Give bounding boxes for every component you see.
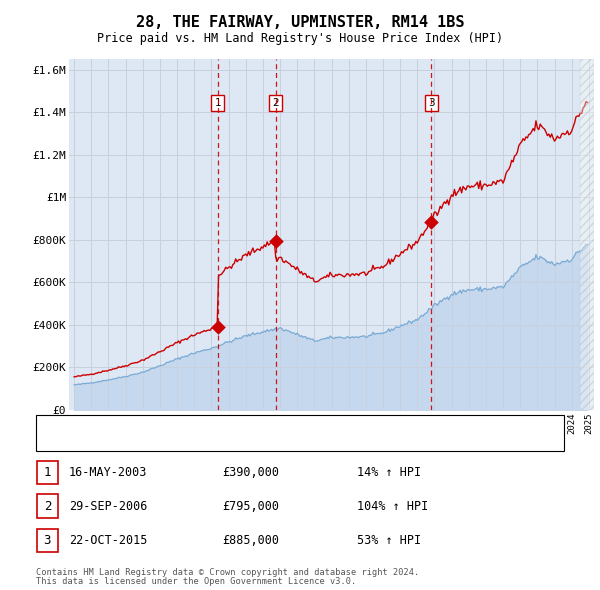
Text: 3: 3 xyxy=(428,98,434,108)
Text: 29-SEP-2006: 29-SEP-2006 xyxy=(69,500,148,513)
FancyBboxPatch shape xyxy=(36,415,564,451)
Text: Price paid vs. HM Land Registry's House Price Index (HPI): Price paid vs. HM Land Registry's House … xyxy=(97,32,503,45)
Text: This data is licensed under the Open Government Licence v3.0.: This data is licensed under the Open Gov… xyxy=(36,578,356,586)
Polygon shape xyxy=(580,59,594,410)
Text: 16-MAY-2003: 16-MAY-2003 xyxy=(69,466,148,479)
Text: 28, THE FAIRWAY, UPMINSTER, RM14 1BS (detached house): 28, THE FAIRWAY, UPMINSTER, RM14 1BS (de… xyxy=(78,419,409,429)
FancyBboxPatch shape xyxy=(37,461,58,484)
Text: 2: 2 xyxy=(44,500,51,513)
Text: £885,000: £885,000 xyxy=(222,534,279,547)
Text: 53% ↑ HPI: 53% ↑ HPI xyxy=(357,534,421,547)
Text: 1: 1 xyxy=(44,466,51,479)
FancyBboxPatch shape xyxy=(37,494,58,518)
Text: 104% ↑ HPI: 104% ↑ HPI xyxy=(357,500,428,513)
FancyBboxPatch shape xyxy=(37,529,58,552)
Text: 2: 2 xyxy=(272,98,279,108)
Text: 14% ↑ HPI: 14% ↑ HPI xyxy=(357,466,421,479)
Point xyxy=(213,322,223,332)
Text: 28, THE FAIRWAY, UPMINSTER, RM14 1BS: 28, THE FAIRWAY, UPMINSTER, RM14 1BS xyxy=(136,15,464,30)
Text: 1: 1 xyxy=(214,98,221,108)
Text: 22-OCT-2015: 22-OCT-2015 xyxy=(69,534,148,547)
Point xyxy=(271,236,280,245)
Text: 3: 3 xyxy=(44,534,51,547)
Text: Contains HM Land Registry data © Crown copyright and database right 2024.: Contains HM Land Registry data © Crown c… xyxy=(36,568,419,577)
Point xyxy=(427,217,436,227)
Text: HPI: Average price, detached house, Havering: HPI: Average price, detached house, Have… xyxy=(78,438,353,448)
Text: £795,000: £795,000 xyxy=(222,500,279,513)
Text: £390,000: £390,000 xyxy=(222,466,279,479)
